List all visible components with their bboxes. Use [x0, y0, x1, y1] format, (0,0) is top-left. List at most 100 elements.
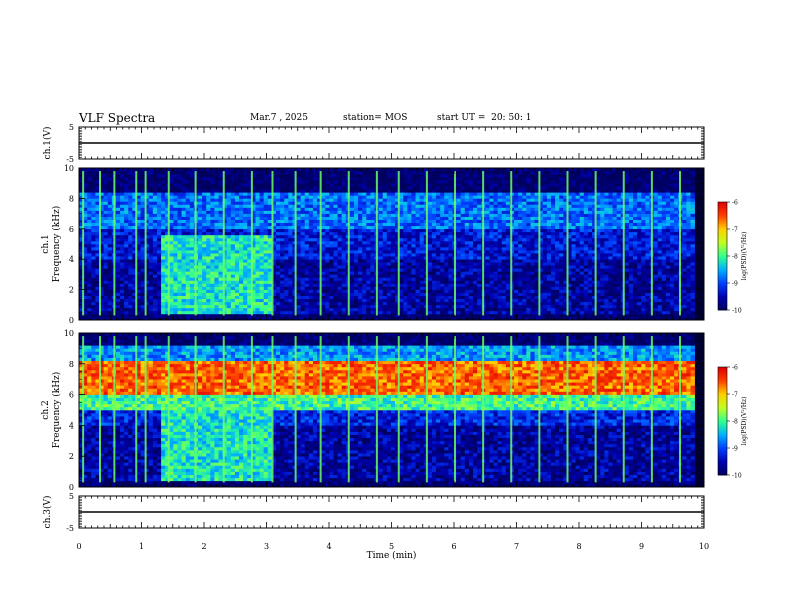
spectrogram-cell — [87, 171, 92, 175]
spectrogram-cell — [99, 201, 104, 205]
spectrogram-cell — [390, 240, 396, 245]
spectrogram-cell — [358, 298, 363, 303]
spectrogram-cell — [210, 189, 215, 193]
spectrogram-cell — [456, 271, 461, 275]
spectrogram-cell — [304, 256, 310, 260]
spectrogram-cell — [148, 283, 154, 287]
spectrogram-cell — [349, 180, 355, 184]
spectrogram-cell — [181, 280, 187, 284]
spectrogram-cell — [103, 268, 109, 272]
spectrogram-cell — [177, 274, 182, 278]
spectrogram-cell — [202, 204, 207, 208]
spectrogram-cell — [87, 225, 92, 230]
spectrogram-cell — [107, 237, 113, 242]
spectrogram-cell — [284, 213, 289, 217]
spectrogram-cell — [218, 177, 223, 181]
spectrogram-cell — [115, 189, 121, 193]
spectrogram-cell — [136, 268, 141, 272]
spectrogram-cell — [140, 283, 145, 287]
spectrogram-cell — [345, 313, 351, 318]
spectrogram-cell — [251, 213, 256, 217]
spectrogram-cell — [296, 301, 301, 306]
spectrogram-cell — [431, 298, 437, 303]
spectrogram-cell — [460, 268, 466, 272]
spectrogram-cell — [329, 250, 334, 254]
spectrogram-cell — [464, 295, 470, 300]
spectrogram-cell — [292, 310, 297, 315]
spectrogram-cell — [91, 174, 96, 178]
spectrogram-cell — [251, 316, 256, 321]
spectrogram-cell — [271, 222, 277, 227]
spectrogram-cell — [366, 289, 371, 293]
spectrogram-cell — [407, 225, 412, 230]
spectrogram-cell — [321, 231, 326, 236]
spectrogram-cell — [444, 198, 449, 202]
spectrogram-cell — [198, 168, 203, 172]
spectrogram-cell — [87, 183, 92, 187]
spectrogram-cell — [124, 195, 129, 199]
spectrogram-cell — [464, 244, 470, 248]
spectrogram-cell — [99, 192, 104, 196]
spectrogram-cell — [124, 274, 129, 278]
spectrogram-cell — [452, 168, 457, 172]
spectrogram-cell — [198, 237, 203, 242]
spectrogram-cell — [218, 256, 223, 260]
spectrogram-cell — [395, 304, 400, 309]
spectrogram-cell — [132, 259, 137, 263]
spectrogram-cell — [251, 180, 256, 184]
spectrogram-cell — [415, 213, 420, 217]
spectrogram-cell — [177, 174, 182, 178]
spectrogram-cell — [349, 316, 355, 321]
spectrogram-cell — [366, 259, 371, 263]
spectrogram-cell — [144, 174, 150, 178]
spectrogram-cell — [366, 316, 371, 321]
spectrogram-cell — [378, 316, 384, 321]
spectrogram-cell — [296, 225, 301, 230]
spectrogram-cell — [411, 259, 416, 263]
spectrogram-cell — [267, 310, 273, 315]
spectrogram-cell — [436, 240, 441, 245]
spectrogram-cell — [83, 283, 88, 287]
spectrogram-cell — [407, 280, 412, 284]
spectrogram-cell — [161, 280, 166, 284]
spectrogram-cell — [115, 250, 121, 254]
spectrogram-cell — [132, 180, 137, 184]
spectrogram-cell — [431, 289, 437, 293]
spectrogram-cell — [341, 231, 347, 236]
spectrogram-cell — [222, 183, 228, 187]
spectrogram-cell — [308, 198, 314, 202]
spectrogram-cell — [280, 174, 285, 178]
spectrogram-cell — [370, 307, 375, 312]
spectrogram-cell — [411, 180, 416, 184]
spectrogram-cell — [210, 244, 215, 248]
spectrogram-cell — [288, 174, 293, 178]
spectrogram-cell — [358, 210, 363, 214]
spectrogram-cell — [120, 244, 125, 248]
spectrogram-cell — [403, 295, 408, 300]
spectrogram-cell — [136, 228, 141, 233]
spectrogram-cell — [263, 304, 269, 309]
spectrogram-cell — [317, 228, 322, 233]
spectrogram-cell — [427, 307, 433, 312]
spectrogram-cell — [411, 174, 416, 178]
spectrogram-cell — [370, 228, 375, 233]
spectrogram-cell — [378, 222, 384, 227]
spectrogram-cell — [419, 298, 425, 303]
spectrogram-cell — [124, 313, 129, 318]
spectrogram-cell — [181, 216, 187, 220]
spectrogram-cell — [358, 216, 363, 220]
spectrogram-cell — [243, 195, 248, 199]
spectrogram-cell — [407, 295, 412, 300]
spectrogram-cell — [448, 295, 453, 300]
spectrogram-cell — [255, 280, 260, 284]
spectrogram-cell — [440, 307, 445, 312]
spectrogram-cell — [296, 237, 301, 242]
spectrogram-cell — [87, 301, 92, 306]
spectrogram-cell — [440, 253, 445, 257]
spectrogram-cell — [156, 316, 162, 321]
spectrogram-cell — [382, 195, 388, 199]
spectrogram-cell — [317, 216, 322, 220]
spectrogram-cell — [349, 198, 355, 202]
spectrogram-cell — [317, 262, 322, 266]
spectrogram-cell — [218, 247, 223, 251]
